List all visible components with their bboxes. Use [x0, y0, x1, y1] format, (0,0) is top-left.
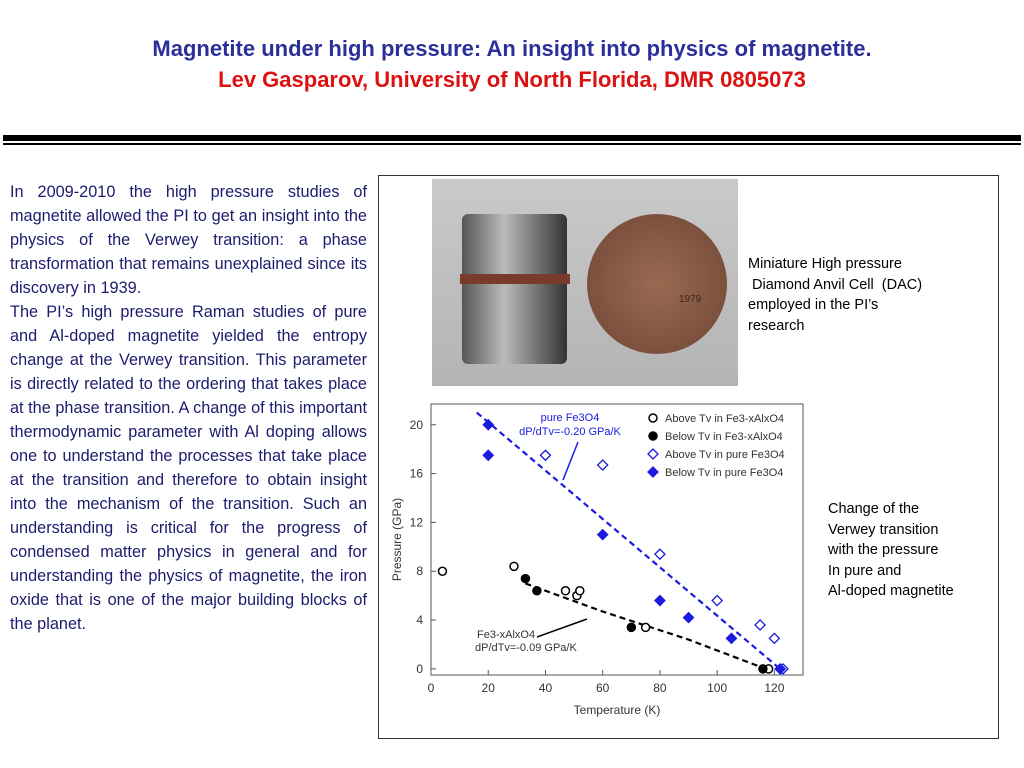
data-point — [754, 619, 766, 631]
pressure-temperature-chart: 0 20 40 60 80 100 120 0 4 8 12 16 20 Temperature (K) P… — [390, 403, 804, 717]
x-tick-label: 0 — [428, 681, 435, 695]
fit-line — [476, 411, 781, 670]
figure-frame — [378, 175, 999, 739]
caption-line: In pure and — [828, 562, 902, 579]
legend-label: Below Tv in Fe3-xAlxO4 — [665, 431, 783, 443]
chart-caption: Change of the Verwey transition with the… — [828, 499, 954, 602]
penny: 1979 — [587, 214, 727, 354]
x-tick-label: 20 — [482, 681, 496, 695]
annotation-title: pure Fe3O4 — [541, 412, 600, 424]
data-point — [482, 449, 495, 462]
legend-marker — [647, 466, 659, 478]
data-point — [596, 528, 609, 541]
data-point — [596, 459, 609, 471]
y-tick-label: 0 — [416, 662, 423, 676]
dac-band — [460, 274, 570, 284]
data-point — [509, 561, 519, 572]
caption-line: employed in the PI’s — [748, 297, 879, 313]
legend-marker — [648, 431, 658, 441]
data-point — [539, 449, 552, 462]
data-point — [560, 586, 571, 596]
divider — [3, 135, 1021, 141]
data-point — [758, 664, 768, 674]
legend-marker — [648, 413, 658, 423]
x-axis-label: Temperature (K) — [574, 703, 661, 717]
caption-line: Diamond Anvil Cell (DAC) — [748, 276, 923, 293]
annotation-arrow — [562, 441, 579, 481]
annotation-title: Fe3-xAlxO4 — [477, 629, 535, 641]
data-point — [437, 566, 448, 576]
caption-line: Al-doped magnetite — [828, 583, 954, 599]
coin-year: 1979 — [679, 294, 702, 305]
x-tick-label: 40 — [539, 681, 553, 695]
x-tick-label: 60 — [596, 681, 610, 695]
annotation-slope: dP/dTv=-0.09 GPa/K — [475, 642, 577, 654]
legend-label: Above Tv in Fe3-xAlxO4 — [665, 413, 784, 425]
data-point — [711, 594, 724, 607]
y-tick-label: 12 — [410, 515, 424, 529]
y-tick-label: 16 — [410, 467, 424, 481]
caption-line: Miniature High pressure — [748, 256, 902, 272]
legend-label: Below Tv in pure Fe3O4 — [665, 467, 783, 479]
data-point — [520, 573, 531, 584]
data-point — [768, 632, 781, 645]
slide-subtitle: Lev Gasparov, University of North Florid… — [218, 67, 806, 92]
caption-line: Change of the — [828, 501, 920, 517]
y-tick-label: 8 — [416, 564, 423, 578]
divider — [3, 143, 1021, 145]
data-point — [532, 586, 542, 596]
data-point — [682, 611, 695, 624]
dac-cell — [462, 214, 567, 364]
dac-photo: 1979 — [432, 179, 738, 386]
caption-line: research — [748, 317, 805, 334]
caption-line: Verwey transition — [828, 521, 939, 538]
data-point — [725, 632, 738, 645]
data-point — [774, 662, 787, 675]
y-tick-label: 20 — [410, 418, 424, 432]
annotation-slope: dP/dTv=-0.20 GPa/K — [519, 426, 621, 438]
plot-frame — [430, 403, 804, 676]
legend-label: Above Tv in pure Fe3O4 — [665, 449, 785, 461]
x-tick-label: 120 — [764, 681, 784, 695]
annotation-arrow — [536, 618, 588, 638]
paragraph: The PI’s high pressure Raman studies of … — [10, 303, 367, 633]
legend-marker — [647, 448, 659, 460]
y-tick-label: 4 — [416, 613, 423, 627]
paragraph: In 2009-2010 the high pressure studies o… — [10, 183, 367, 297]
x-tick-label: 80 — [653, 681, 667, 695]
data-point — [654, 548, 666, 561]
slide-title: Magnetite under high pressure: An insigh… — [152, 36, 872, 61]
y-axis-label: Pressure (GPa) — [390, 498, 404, 581]
data-point — [654, 594, 666, 607]
photo-caption: Miniature High pressure Diamond Anvil Ce… — [748, 254, 922, 336]
data-point — [626, 622, 637, 633]
data-point — [640, 622, 651, 633]
data-point — [482, 418, 495, 431]
fit-line — [525, 582, 767, 670]
body-text: In 2009-2010 the high pressure studies o… — [10, 180, 367, 636]
x-tick-label: 100 — [707, 681, 727, 695]
caption-line: with the pressure — [828, 542, 939, 558]
data-point — [575, 586, 585, 596]
